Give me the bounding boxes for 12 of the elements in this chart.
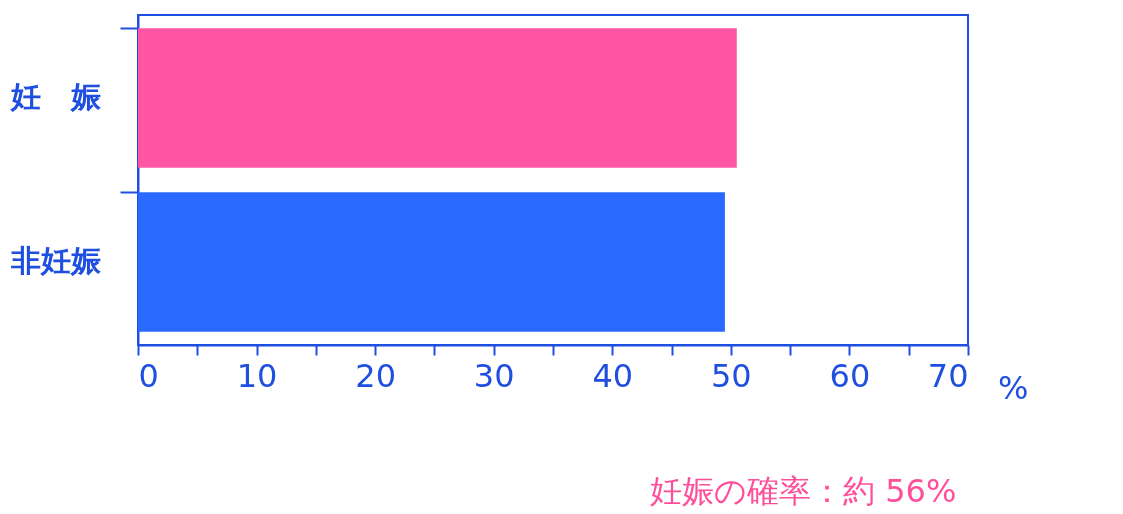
text: 妊娠の確率：約 56%: [650, 470, 957, 514]
x-tick-label: 70: [927, 356, 969, 395]
x-tick-label: 10: [236, 356, 278, 395]
x-tick-label: 30: [473, 356, 515, 395]
y-tick-label: 妊 娠: [9, 78, 102, 114]
y-tick-label: 非妊娠: [9, 243, 102, 279]
x-tick-label: 50: [711, 356, 752, 395]
x-tick-label: 20: [355, 356, 396, 395]
x-tick-label: 60: [829, 356, 871, 395]
x-axis-title: %: [998, 368, 1029, 407]
x-tick-label: 40: [592, 356, 634, 395]
x-tick-label: 0: [138, 356, 159, 395]
